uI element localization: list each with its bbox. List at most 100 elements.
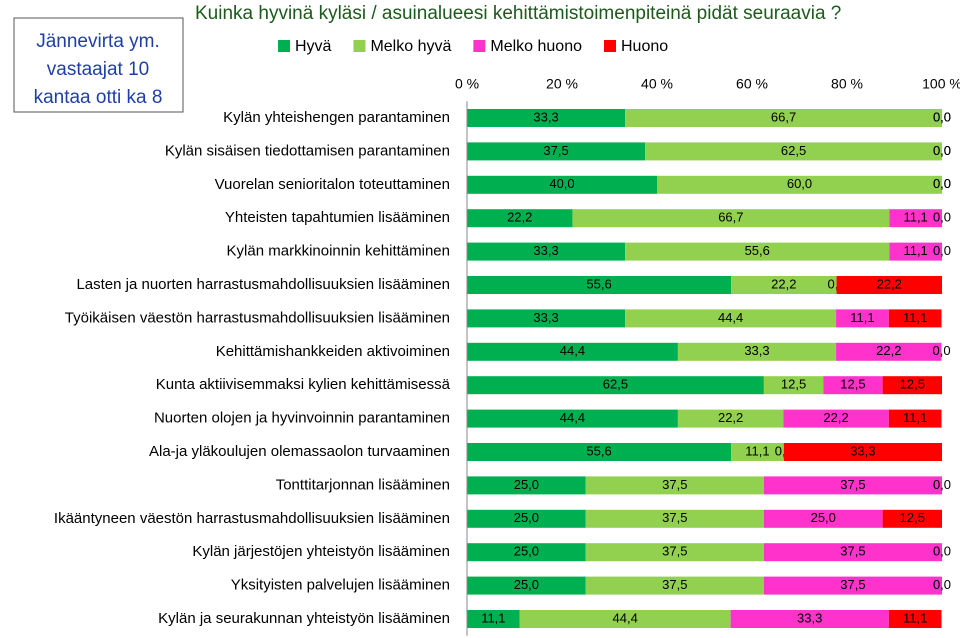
data-label: 22,2 <box>507 210 532 225</box>
bar-segment <box>731 443 784 461</box>
bar-segment <box>783 409 889 428</box>
data-label: 44,4 <box>718 310 743 325</box>
bar-segment <box>625 242 890 261</box>
bar-segment <box>677 342 837 361</box>
bar-segment <box>467 509 586 528</box>
bar-segment <box>585 509 764 528</box>
data-label: 33,3 <box>744 343 769 358</box>
annotation-line: kantaa otti ka 8 <box>34 87 163 108</box>
bar-segment <box>572 209 890 228</box>
annotation-line: vastaajat 10 <box>47 59 149 80</box>
bar-segment <box>625 309 837 328</box>
bar-segment <box>783 443 942 461</box>
y-tick-label: Kylän sisäisen tiedottamisen parantamine… <box>165 142 450 159</box>
bar-segment <box>645 142 942 161</box>
y-tick-label: Lasten ja nuorten harrastusmahdollisuuks… <box>76 276 450 293</box>
data-label: 33,3 <box>797 610 822 625</box>
bar-segment <box>467 576 586 595</box>
bar-segment <box>585 476 764 495</box>
bar-segment <box>467 543 586 562</box>
bar-segment <box>731 276 837 294</box>
bar-segment <box>467 476 586 495</box>
data-label: 22,2 <box>823 410 848 425</box>
bar-segment <box>467 175 657 194</box>
chart-title: Kuinka hyvinä kyläsi / asuinalueesi kehi… <box>195 3 841 24</box>
data-label: 44,4 <box>560 343 585 358</box>
y-tick-label: Työikäisen väestön harrastusmahdollisuuk… <box>65 309 450 326</box>
data-label: 25,0 <box>514 510 539 525</box>
bar-segment <box>467 610 520 628</box>
y-tick-label: Yhteisten tapahtumien lisääminen <box>225 209 450 226</box>
y-tick-label: Vuorelan senioritalon toteuttaminen <box>215 176 450 193</box>
y-tick-label: Kylän ja seurakunnan yhteistyön lisäämin… <box>158 610 450 627</box>
y-tick-label: Kylän markkinoinnin kehittäminen <box>227 243 450 260</box>
legend-swatch <box>353 40 366 52</box>
y-tick-label: Ikääntyneen väestön harrastusmahdollisuu… <box>54 510 450 527</box>
data-label: 37,5 <box>840 477 865 492</box>
bar-segment <box>467 276 732 294</box>
data-label: 0,0 <box>933 109 951 124</box>
y-tick-label: Kunta aktiivisemmaksi kylien kehittämise… <box>156 376 451 393</box>
data-label: 0,0 <box>933 109 951 124</box>
legend-swatch <box>604 40 616 52</box>
data-label: 37,5 <box>662 544 687 559</box>
y-tick-label: Kehittämishankkeiden aktivoiminen <box>216 343 450 360</box>
bar-segment <box>763 376 824 395</box>
data-label: 55,6 <box>745 243 770 258</box>
bar-segment <box>467 376 764 395</box>
data-label: 62,5 <box>781 143 806 158</box>
x-tick-label: 60 % <box>736 76 768 92</box>
data-label: 0,0 <box>933 210 951 225</box>
x-tick-label: 20 % <box>546 76 578 92</box>
bar-segment <box>888 610 942 628</box>
bar-segment <box>889 242 942 261</box>
bar-segment <box>467 109 626 127</box>
bar-segment <box>467 342 678 361</box>
y-tick-label: Nuorten olojen ja hyvinvoinnin parantami… <box>154 410 450 427</box>
bar-segment <box>882 509 942 528</box>
bar-segment <box>519 610 731 628</box>
data-label: 11,1 <box>903 610 927 625</box>
y-tick-label: Kylän yhteishengen parantaminen <box>223 109 450 126</box>
x-tick-label: 40 % <box>641 76 673 92</box>
bar-segment <box>467 209 573 228</box>
bar-segment <box>730 610 889 628</box>
data-label: 0,0 <box>933 176 951 191</box>
x-tick-label: 80 % <box>831 76 863 92</box>
legend-swatch <box>278 40 290 52</box>
data-label: 25,0 <box>514 544 539 559</box>
data-label: 60,0 <box>787 176 812 191</box>
bar-segment <box>836 276 942 294</box>
data-label: 0,0 <box>933 143 951 158</box>
legend-label: Melko huono <box>490 38 582 55</box>
legend-label: Huono <box>621 38 668 55</box>
data-label: 12,5 <box>781 377 806 392</box>
data-label: 12,5 <box>900 510 925 525</box>
data-label: 12,5 <box>900 377 925 392</box>
y-tick-label: Tonttitarjonnan lisääminen <box>276 476 450 493</box>
bar-segment <box>889 209 942 228</box>
legend-label: Hyvä <box>295 38 332 55</box>
data-label: 0,0 <box>933 143 951 158</box>
data-label: 22,2 <box>718 410 743 425</box>
bar-segment <box>888 409 942 428</box>
bar-segment <box>467 309 626 328</box>
data-label: 25,0 <box>514 477 539 492</box>
data-label: 37,5 <box>840 577 865 592</box>
y-tick-label: Ala-ja yläkoulujen olemassaolon turvaami… <box>149 443 450 460</box>
bar-segment <box>585 576 764 595</box>
data-label: 25,0 <box>811 510 836 525</box>
bar-segment <box>625 109 942 127</box>
y-tick-label: Yksityisten palvelujen lisääminen <box>231 577 450 594</box>
data-label: 44,4 <box>613 610 638 625</box>
data-label: 0,0 <box>933 243 951 258</box>
y-tick-label: Kylän järjestöjen yhteistyön lisääminen <box>192 543 450 560</box>
bar-segment <box>836 342 942 361</box>
data-label: 12,5 <box>840 377 865 392</box>
data-label: 0,0 <box>933 477 951 492</box>
data-label: 55,6 <box>586 443 611 458</box>
bar-segment <box>585 543 764 562</box>
bar-segment <box>763 476 942 495</box>
data-label: 11,1 <box>850 310 874 325</box>
